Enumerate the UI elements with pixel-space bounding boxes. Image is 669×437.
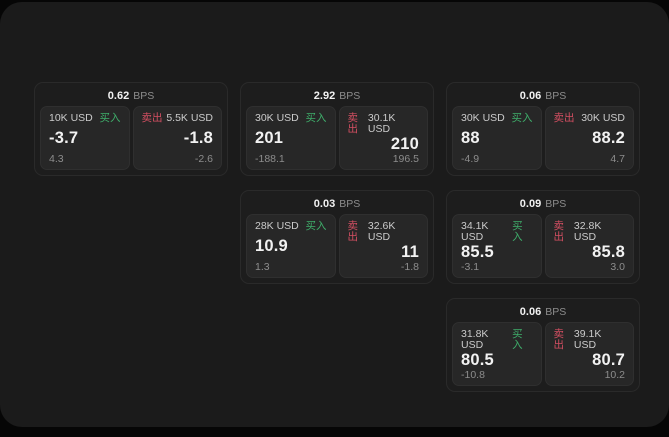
bps-header: 0.06 BPS xyxy=(452,301,634,322)
sell-tag: 卖出 xyxy=(141,112,163,124)
buy-delta: -3.1 xyxy=(461,260,480,273)
sell-amount: 39.1K USD xyxy=(573,328,602,351)
sell-delta: -1.8 xyxy=(400,260,419,273)
bps-unit-label: BPS xyxy=(339,89,361,102)
bps-value: 2.92 xyxy=(313,89,336,102)
sell-tag: 卖出 xyxy=(347,112,359,135)
bps-value: 0.03 xyxy=(313,197,336,210)
quote-card: 0.06 BPS 30K USD 买入 88 -4.9 卖出 30K USD 8… xyxy=(446,82,640,176)
sell-amount: 30K USD xyxy=(581,112,625,124)
buy-quote-tile[interactable]: 31.8K USD 买入 80.5 -10.8 xyxy=(452,322,542,386)
buy-price: -3.7 xyxy=(49,129,79,148)
buy-delta: 1.3 xyxy=(255,260,270,273)
buy-tag: 买入 xyxy=(99,112,121,124)
sell-quote-tile[interactable]: 卖出 32.6K USD 11 -1.8 xyxy=(338,214,428,278)
sell-delta: -2.6 xyxy=(194,152,213,165)
sell-delta: 3.0 xyxy=(610,260,625,273)
bps-header: 0.06 BPS xyxy=(452,85,634,106)
buy-price: 85.5 xyxy=(461,242,494,261)
buy-quote-tile[interactable]: 30K USD 买入 88 -4.9 xyxy=(452,106,542,170)
buy-price: 10.9 xyxy=(255,237,288,256)
sell-amount: 32.6K USD xyxy=(367,220,396,243)
sell-price: -1.8 xyxy=(183,129,213,148)
buy-tag: 买入 xyxy=(305,220,327,232)
sell-quote-tile[interactable]: 卖出 32.8K USD 85.8 3.0 xyxy=(544,214,634,278)
bps-unit-label: BPS xyxy=(545,197,567,210)
bps-header: 0.03 BPS xyxy=(246,193,428,214)
sell-quote-tile[interactable]: 卖出 39.1K USD 80.7 10.2 xyxy=(544,322,634,386)
sell-quote-tile[interactable]: 卖出 5.5K USD -1.8 -2.6 xyxy=(132,106,222,170)
buy-price: 80.5 xyxy=(461,350,494,369)
sell-price: 210 xyxy=(390,134,419,153)
buy-amount: 28K USD xyxy=(255,220,299,232)
sell-quote-tile[interactable]: 卖出 30K USD 88.2 4.7 xyxy=(544,106,634,170)
sell-delta: 4.7 xyxy=(610,152,625,165)
buy-amount: 34.1K USD xyxy=(461,220,489,243)
quote-card: 0.03 BPS 28K USD 买入 10.9 1.3 卖出 32.6K US… xyxy=(240,190,434,284)
buy-price: 88 xyxy=(461,129,480,148)
buy-amount: 10K USD xyxy=(49,112,93,124)
buy-price: 201 xyxy=(255,129,284,148)
bps-value: 0.06 xyxy=(519,89,542,102)
quote-panels: 10K USD 买入 -3.7 4.3 卖出 5.5K USD -1.8 -2.… xyxy=(40,106,222,170)
sell-delta: 196.5 xyxy=(392,152,419,165)
buy-quote-tile[interactable]: 10K USD 买入 -3.7 4.3 xyxy=(40,106,130,170)
quote-panels: 34.1K USD 买入 85.5 -3.1 卖出 32.8K USD 85.8… xyxy=(452,214,634,278)
buy-quote-tile[interactable]: 28K USD 买入 10.9 1.3 xyxy=(246,214,336,278)
sell-tag: 卖出 xyxy=(553,328,565,351)
sell-amount: 32.8K USD xyxy=(573,220,602,243)
bps-unit-label: BPS xyxy=(339,197,361,210)
quote-card: 0.62 BPS 10K USD 买入 -3.7 4.3 卖出 5.5K USD… xyxy=(34,82,228,176)
sell-amount: 30.1K USD xyxy=(367,112,396,135)
bps-unit-label: BPS xyxy=(133,89,155,102)
sell-quote-tile[interactable]: 卖出 30.1K USD 210 196.5 xyxy=(338,106,428,170)
buy-amount: 30K USD xyxy=(461,112,505,124)
buy-tag: 买入 xyxy=(305,112,327,124)
quote-panels: 28K USD 买入 10.9 1.3 卖出 32.6K USD 11 -1.8 xyxy=(246,214,428,278)
quote-panels: 30K USD 买入 201 -188.1 卖出 30.1K USD 210 1… xyxy=(246,106,428,170)
sell-amount: 5.5K USD xyxy=(166,112,213,124)
buy-delta: -188.1 xyxy=(255,152,285,165)
quote-panels: 31.8K USD 买入 80.5 -10.8 卖出 39.1K USD 80.… xyxy=(452,322,634,386)
quote-card: 0.09 BPS 34.1K USD 买入 85.5 -3.1 卖出 32.8K… xyxy=(446,190,640,284)
buy-quote-tile[interactable]: 30K USD 买入 201 -188.1 xyxy=(246,106,336,170)
sell-price: 88.2 xyxy=(592,129,625,148)
bps-value: 0.62 xyxy=(107,89,130,102)
buy-quote-tile[interactable]: 34.1K USD 买入 85.5 -3.1 xyxy=(452,214,542,278)
buy-tag: 买入 xyxy=(512,328,523,351)
sell-price: 11 xyxy=(401,242,419,261)
sell-tag: 卖出 xyxy=(553,112,575,124)
bps-value: 0.06 xyxy=(519,305,542,318)
quote-card: 0.06 BPS 31.8K USD 买入 80.5 -10.8 卖出 39.1… xyxy=(446,298,640,392)
buy-delta: -4.9 xyxy=(461,152,480,165)
sell-tag: 卖出 xyxy=(347,220,359,243)
sell-price: 85.8 xyxy=(592,242,625,261)
bps-header: 0.09 BPS xyxy=(452,193,634,214)
sell-price: 80.7 xyxy=(592,350,625,369)
bps-value: 0.09 xyxy=(519,197,542,210)
sell-delta: 10.2 xyxy=(604,368,625,381)
bps-unit-label: BPS xyxy=(545,305,567,318)
buy-tag: 买入 xyxy=(512,220,523,243)
buy-delta: 4.3 xyxy=(49,152,64,165)
bps-header: 0.62 BPS xyxy=(40,85,222,106)
bps-header: 2.92 BPS xyxy=(246,85,428,106)
buy-amount: 31.8K USD xyxy=(461,328,489,351)
buy-tag: 买入 xyxy=(511,112,533,124)
quote-card: 2.92 BPS 30K USD 买入 201 -188.1 卖出 30.1K … xyxy=(240,82,434,176)
buy-amount: 30K USD xyxy=(255,112,299,124)
buy-delta: -10.8 xyxy=(461,368,485,381)
sell-tag: 卖出 xyxy=(553,220,565,243)
bps-unit-label: BPS xyxy=(545,89,567,102)
quote-panels: 30K USD 买入 88 -4.9 卖出 30K USD 88.2 4.7 xyxy=(452,106,634,170)
